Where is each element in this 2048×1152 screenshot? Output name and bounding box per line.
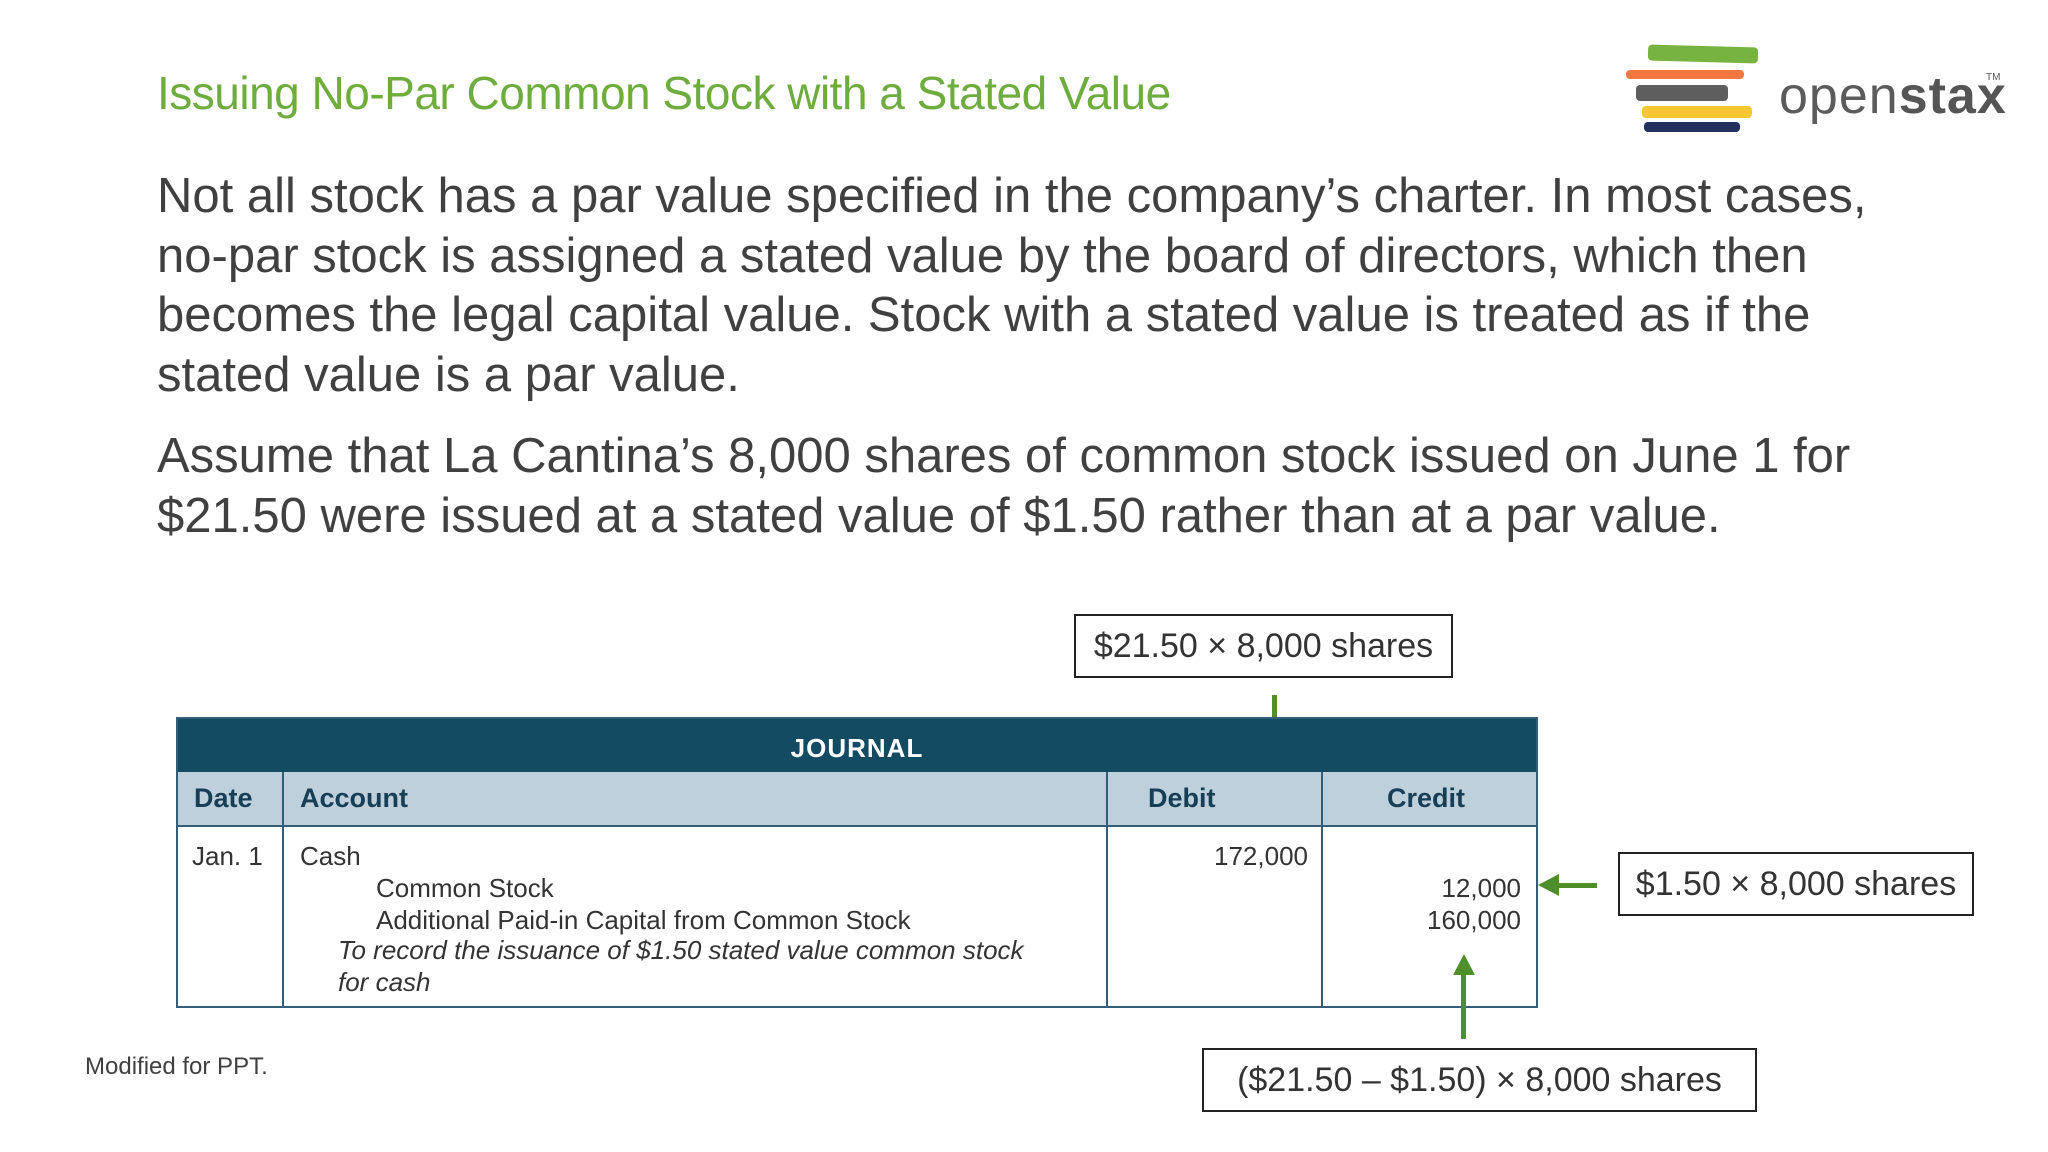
logo-bar-orange [1626, 70, 1744, 79]
entry-debit-account: Cash [300, 841, 361, 871]
col-credit: Credit [1387, 783, 1466, 813]
apic-arrowhead [1453, 954, 1475, 975]
entry-credit-amount-1: 12,000 [1441, 873, 1521, 903]
intro-paragraph: Not all stock has a par value specified … [157, 169, 1867, 402]
example-paragraph: Assume that La Cantina’s 8,000 shares of… [157, 429, 1851, 543]
slide-title: Issuing No-Par Common Stock with a State… [157, 67, 1171, 119]
logo-bar-navy [1644, 122, 1740, 132]
logo-bar-green [1647, 44, 1759, 64]
divider-account-debit [1106, 772, 1108, 1006]
col-debit: Debit [1148, 783, 1216, 813]
col-account: Account [300, 783, 408, 813]
logo-bar-gray [1636, 85, 1728, 101]
logo-word-stax: stax [1898, 67, 2007, 125]
common-stock-callout: $1.50 × 8,000 shares [1618, 852, 1974, 916]
common-stock-arrowhead [1538, 874, 1559, 896]
entry-date: Jan. 1 [192, 841, 263, 871]
journal-table: JOURNAL Date Account Debit Credit Jan. 1… [176, 717, 1538, 1008]
journal-title: JOURNAL [178, 719, 1536, 772]
common-stock-arrow [1557, 883, 1597, 888]
openstax-logo: openstax TM [1624, 44, 2007, 136]
apic-arrow [1461, 973, 1466, 1039]
logo-trademark: TM [1986, 72, 2001, 83]
divider-date-account [282, 772, 284, 1006]
entry-memo-line-1: To record the issuance of $1.50 stated v… [338, 935, 1024, 965]
entry-debit-amount: 172,000 [1214, 841, 1308, 871]
debit-callout: $21.50 × 8,000 shares [1074, 614, 1453, 678]
divider-debit-credit [1321, 772, 1323, 1006]
entry-credit-amount-2: 160,000 [1427, 905, 1521, 935]
journal-column-header: Date Account Debit Credit [178, 772, 1536, 827]
apic-callout: ($21.50 – $1.50) × 8,000 shares [1202, 1048, 1757, 1112]
entry-memo-line-2: for cash [338, 967, 431, 997]
logo-bar-yellow [1642, 106, 1752, 118]
logo-word-open: open [1779, 67, 1899, 125]
logo-wordmark: openstax [1779, 66, 2007, 126]
footer-note: Modified for PPT. [85, 1053, 268, 1080]
col-date: Date [194, 783, 253, 813]
entry-credit-account-1: Common Stock [376, 873, 554, 903]
entry-credit-account-2: Additional Paid-in Capital from Common S… [376, 905, 911, 935]
